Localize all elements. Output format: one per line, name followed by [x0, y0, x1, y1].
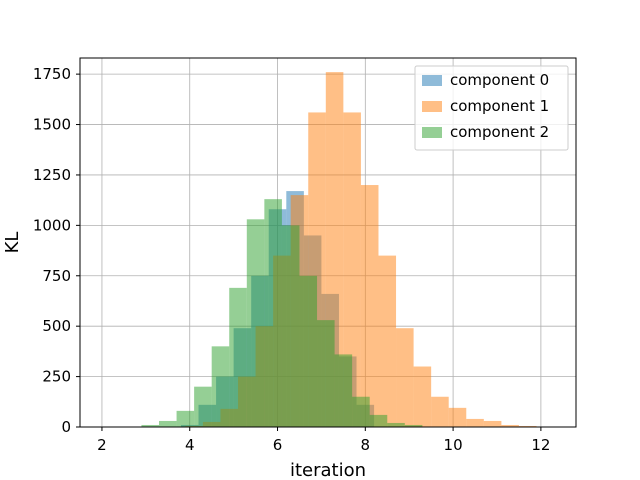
x-tick-label: 8 [361, 436, 371, 454]
histogram-bar [176, 410, 195, 427]
legend: component 0 component 1 component 2 [414, 65, 569, 151]
histogram-bar [317, 320, 335, 427]
histogram-bar [501, 424, 519, 427]
histogram-bar [404, 424, 423, 427]
x-axis-label: iteration [290, 460, 366, 480]
histogram-bar [378, 255, 397, 427]
legend-label: component 1 [450, 97, 549, 115]
histogram-bar [431, 396, 449, 427]
histogram-bar [466, 418, 484, 427]
histogram-bar [369, 414, 388, 427]
histogram-bar [194, 386, 212, 427]
legend-label: component 0 [450, 71, 549, 89]
histogram-bar [334, 354, 353, 427]
y-tick-label: 500 [42, 317, 71, 335]
x-tick-label: 2 [97, 436, 107, 454]
histogram-bar [246, 219, 265, 427]
histogram-bar [211, 346, 230, 427]
y-axis-label: KL [2, 232, 23, 254]
histogram-bar [387, 422, 405, 427]
histogram-bar [299, 275, 318, 427]
legend-box [414, 65, 569, 151]
legend-swatch [422, 127, 442, 138]
histogram-bar [518, 425, 537, 427]
histogram-bar [159, 420, 177, 427]
y-tick-label: 1750 [33, 65, 71, 83]
histogram-bar [229, 287, 247, 427]
histogram-bar [281, 225, 300, 427]
histogram-bar [141, 424, 160, 427]
x-tick-label: 10 [444, 436, 463, 454]
y-tick-label: 1500 [33, 116, 71, 134]
histogram-bars [141, 72, 555, 428]
x-tick-label: 4 [185, 436, 195, 454]
histogram-bar [360, 185, 379, 427]
plot-area-frame [79, 57, 577, 428]
y-tick-label: 750 [42, 267, 71, 285]
y-tick-label: 250 [42, 368, 71, 386]
y-tick-label: 0 [61, 418, 71, 436]
histogram-bar [483, 420, 502, 427]
x-tick-label: 6 [273, 436, 283, 454]
histogram-bar [448, 407, 467, 427]
axis-ticks: 2 4 6 8 10 12 0 250 500 750 1000 1250 1500 1750 [33, 65, 551, 454]
y-tick-label: 1250 [33, 166, 71, 184]
x-tick-label: 12 [531, 436, 550, 454]
histogram-bar [343, 112, 361, 427]
histogram-bar [264, 199, 282, 427]
histogram-bar [413, 366, 432, 427]
y-tick-label: 1000 [33, 216, 71, 234]
legend-swatch [422, 75, 442, 86]
legend-swatch [422, 101, 442, 112]
histogram-bar [352, 396, 370, 427]
series-2-bars [141, 199, 423, 427]
legend-label: component 2 [450, 123, 549, 141]
histogram-bar [396, 328, 414, 427]
